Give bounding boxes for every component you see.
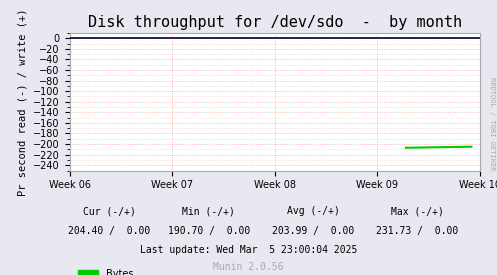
- Text: 231.73 /  0.00: 231.73 / 0.00: [376, 226, 459, 236]
- Text: 204.40 /  0.00: 204.40 / 0.00: [68, 226, 151, 236]
- Text: Avg (-/+): Avg (-/+): [287, 207, 339, 216]
- Text: Last update: Wed Mar  5 23:00:04 2025: Last update: Wed Mar 5 23:00:04 2025: [140, 245, 357, 255]
- Text: RRDTOOL / TOBI OETIKER: RRDTOOL / TOBI OETIKER: [489, 77, 495, 170]
- Text: Cur (-/+): Cur (-/+): [83, 207, 136, 216]
- Text: Max (-/+): Max (-/+): [391, 207, 444, 216]
- Text: Munin 2.0.56: Munin 2.0.56: [213, 262, 284, 271]
- Text: 190.70 /  0.00: 190.70 / 0.00: [167, 226, 250, 236]
- Text: Min (-/+): Min (-/+): [182, 207, 235, 216]
- Y-axis label: Pr second read (-) / write (+): Pr second read (-) / write (+): [17, 8, 27, 196]
- Legend: Bytes: Bytes: [75, 265, 137, 275]
- Title: Disk throughput for /dev/sdo  -  by month: Disk throughput for /dev/sdo - by month: [87, 15, 462, 31]
- Text: 203.99 /  0.00: 203.99 / 0.00: [272, 226, 354, 236]
